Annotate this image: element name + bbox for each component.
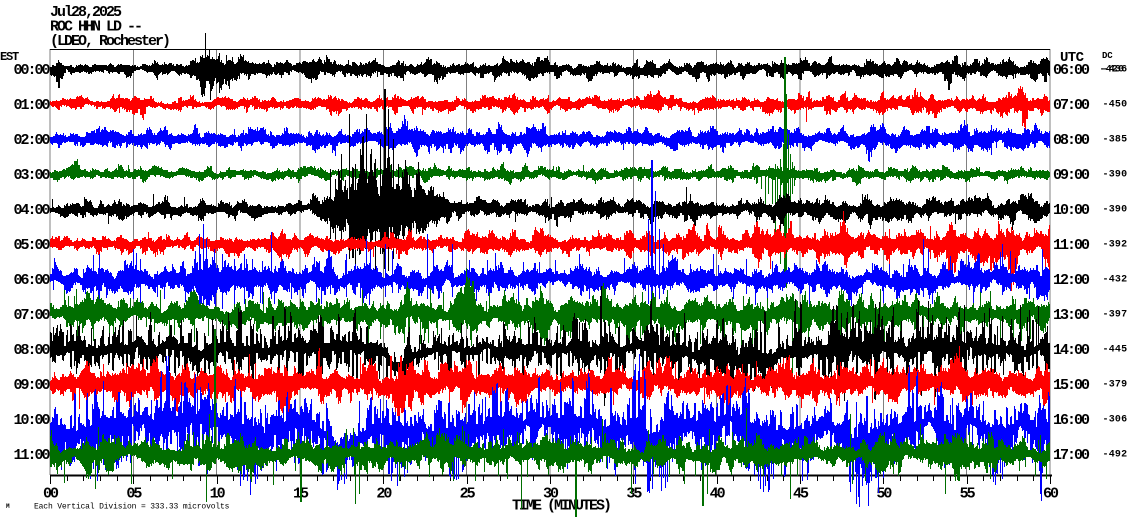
svg-text:00:00: 00:00: [14, 62, 51, 79]
svg-text:-379: -379: [1103, 380, 1128, 391]
svg-text:UTC: UTC: [1060, 50, 1085, 66]
svg-text:05: 05: [126, 486, 142, 503]
svg-text:Jul28,2025: Jul28,2025: [50, 4, 122, 21]
svg-text:12:00: 12:00: [1053, 272, 1090, 289]
svg-text:-390: -390: [1103, 205, 1128, 216]
svg-text:06:00: 06:00: [1053, 62, 1090, 79]
svg-text:11:00: 11:00: [14, 447, 51, 464]
svg-text:02:00: 02:00: [14, 132, 51, 149]
svg-text:10: 10: [210, 486, 226, 503]
svg-text:10:00: 10:00: [14, 412, 51, 429]
svg-text:Each Vertical Division = 333.: Each Vertical Division = 333.33 microvol…: [34, 503, 230, 512]
svg-text:07:00: 07:00: [1053, 97, 1090, 114]
svg-text:09:00: 09:00: [14, 377, 51, 394]
svg-text:DC: DC: [1102, 51, 1113, 61]
svg-text:M: M: [6, 503, 10, 510]
svg-text:-420: -420: [1100, 65, 1125, 76]
svg-text:-492: -492: [1103, 450, 1128, 461]
svg-text:17:00: 17:00: [1053, 447, 1090, 464]
svg-text:20: 20: [376, 486, 392, 503]
svg-text:05:00: 05:00: [14, 237, 51, 254]
svg-text:15:00: 15:00: [1053, 377, 1090, 394]
svg-text:13:00: 13:00: [1053, 307, 1090, 324]
svg-text:45: 45: [793, 486, 809, 503]
svg-text:EST: EST: [0, 50, 19, 64]
svg-text:03:00: 03:00: [14, 167, 51, 184]
svg-text:10:00: 10:00: [1053, 202, 1090, 219]
svg-text:04:00: 04:00: [14, 202, 51, 219]
svg-text:55: 55: [960, 486, 976, 503]
svg-text:08:00: 08:00: [1053, 132, 1090, 149]
svg-text:16:00: 16:00: [1053, 412, 1090, 429]
svg-text:35: 35: [626, 486, 642, 503]
svg-text:11:00: 11:00: [1053, 237, 1090, 254]
svg-text:TIME (MINUTES): TIME (MINUTES): [512, 498, 610, 515]
svg-text:01:00: 01:00: [14, 97, 51, 114]
svg-text:-306: -306: [1103, 415, 1128, 426]
svg-text:06:00: 06:00: [14, 272, 51, 289]
svg-text:09:00: 09:00: [1053, 167, 1090, 184]
svg-text:-445: -445: [1103, 345, 1128, 356]
svg-text:-385: -385: [1103, 135, 1128, 146]
svg-text:-392: -392: [1103, 240, 1128, 251]
svg-text:30: 30: [543, 486, 559, 503]
svg-text:ROC HHN LD --: ROC HHN LD --: [50, 19, 141, 36]
svg-text:-436: -436: [1103, 65, 1128, 76]
svg-text:-397: -397: [1103, 310, 1128, 321]
svg-text:(LDEO, Rochester): (LDEO, Rochester): [50, 33, 169, 50]
svg-text:14:00: 14:00: [1053, 342, 1090, 359]
svg-text:08:00: 08:00: [14, 342, 51, 359]
svg-text:07:00: 07:00: [14, 307, 51, 324]
svg-text:60: 60: [1043, 486, 1059, 503]
svg-text:-432: -432: [1103, 275, 1128, 286]
svg-text:00: 00: [43, 486, 59, 503]
svg-text:50: 50: [876, 486, 892, 503]
svg-text:-450: -450: [1103, 100, 1128, 111]
svg-text:25: 25: [460, 486, 476, 503]
svg-text:40: 40: [710, 486, 726, 503]
svg-text:-390: -390: [1103, 170, 1128, 181]
